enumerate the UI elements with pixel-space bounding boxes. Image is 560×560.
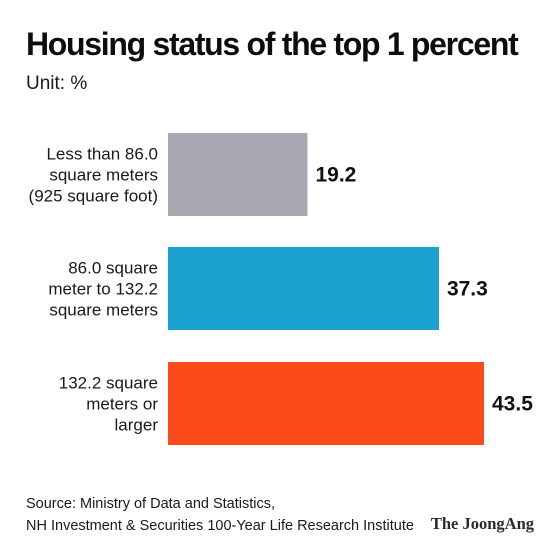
category-label-3: 132.2 square meters or larger xyxy=(59,374,159,435)
source-line-2: NH Investment & Securities 100-Year Life… xyxy=(26,518,414,534)
bar-3 xyxy=(168,362,484,445)
category-label-2: 86.0 square meter to 132.2 square meters xyxy=(48,259,158,320)
chart-title: Housing status of the top 1 percent xyxy=(26,26,519,62)
category-label-line: square meters xyxy=(49,166,158,185)
category-label-line: (925 square foot) xyxy=(29,187,158,206)
category-label-line: larger xyxy=(115,416,159,435)
value-label-1: 19.2 xyxy=(315,164,356,187)
value-label-3: 43.5 xyxy=(492,393,533,416)
category-label-line: meter to 132.2 xyxy=(48,280,158,299)
unit-label: Unit: % xyxy=(26,73,88,94)
category-label-line: 86.0 square xyxy=(68,259,158,278)
category-label-1: Less than 86.0 square meters (925 square f… xyxy=(29,145,158,206)
value-label-2: 37.3 xyxy=(447,278,488,301)
bar-1 xyxy=(168,133,308,216)
category-label-line: Less than 86.0 xyxy=(46,145,158,164)
bar-chart: 19.2 Less than 86.0 square meters (925 squa… xyxy=(29,133,533,445)
category-label-line: square meters xyxy=(49,301,158,320)
brand-logo: The JoongAng xyxy=(430,514,534,533)
category-label-line: meters or xyxy=(86,395,158,414)
category-label-line: 132.2 square xyxy=(59,374,158,393)
source-line-1: Source: Ministry of Data and Statistics, xyxy=(26,496,276,512)
source-note: Source: Ministry of Data and Statistics,… xyxy=(26,493,414,537)
bar-2 xyxy=(168,247,439,330)
